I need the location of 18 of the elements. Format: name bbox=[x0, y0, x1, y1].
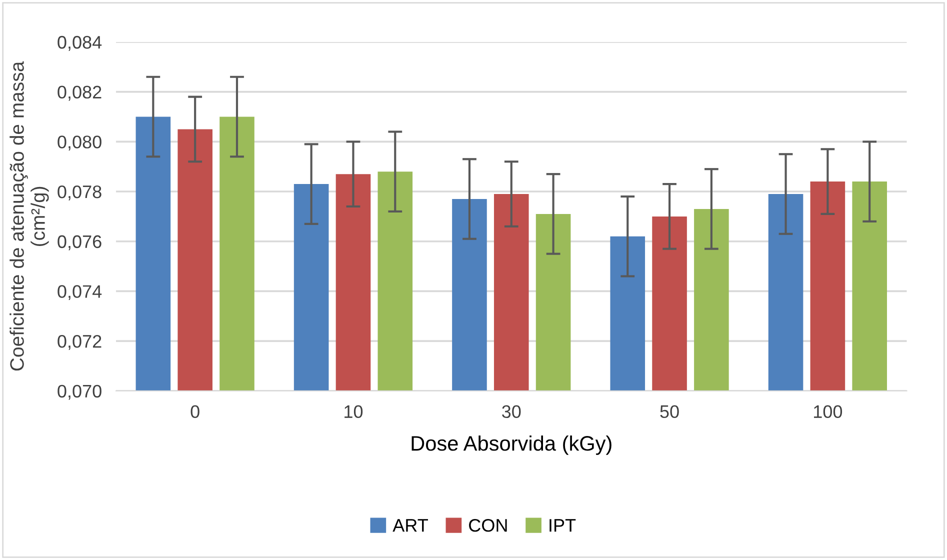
y-tick-label: 0,072 bbox=[58, 334, 102, 350]
legend-label: ART bbox=[392, 519, 428, 532]
x-tick-label: 30 bbox=[502, 405, 521, 418]
y-axis-title: Coeficiente de atenuação de massa (cm²/g) bbox=[10, 61, 49, 371]
y-tick-label: 0,082 bbox=[58, 86, 102, 101]
x-tick-label: 100 bbox=[814, 405, 842, 418]
legend-label: IPT bbox=[550, 519, 576, 532]
y-tick-label: 0,076 bbox=[58, 235, 102, 250]
x-tick-label: 0 bbox=[190, 405, 200, 418]
y-tick-label: 0,078 bbox=[58, 185, 102, 200]
y-tick-label: 0,084 bbox=[58, 36, 102, 51]
x-tick-label: 10 bbox=[344, 405, 363, 418]
legend-label: CON bbox=[469, 518, 507, 532]
x-tick-label: 50 bbox=[660, 405, 679, 418]
y-tick-label: 0,070 bbox=[58, 384, 102, 400]
y-tick-label: 0,074 bbox=[58, 285, 102, 300]
y-tick-label: 0,080 bbox=[58, 136, 102, 151]
x-axis-title: Dose Absorvida (kGy) bbox=[412, 435, 612, 455]
